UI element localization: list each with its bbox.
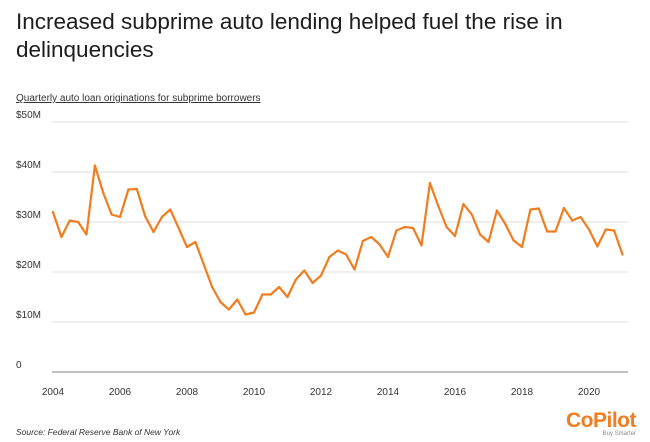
data-point — [202, 263, 205, 266]
data-point — [177, 226, 180, 230]
y-tick-label: $10M — [16, 310, 41, 321]
series-line — [51, 164, 624, 316]
data-point — [77, 220, 80, 224]
data-point — [244, 313, 247, 316]
x-tick-label: 2014 — [377, 387, 400, 398]
data-point — [554, 230, 557, 233]
y-tick-label: $40M — [16, 160, 41, 171]
data-point — [286, 295, 289, 299]
chart-title: Increased subprime auto lending helped f… — [16, 9, 563, 62]
data-point — [93, 164, 96, 167]
data-point — [160, 215, 163, 219]
data-point — [51, 210, 55, 214]
data-point — [395, 229, 398, 232]
data-point — [127, 188, 130, 191]
y-axis-ticks: 0 $10M $20M $30M $40M $50M — [16, 110, 41, 371]
x-tick-label: 2004 — [42, 387, 65, 398]
data-point — [462, 202, 465, 206]
data-point — [152, 230, 155, 234]
x-tick-label: 2006 — [109, 387, 132, 398]
data-point — [303, 269, 306, 272]
data-point — [294, 278, 297, 281]
data-point — [579, 215, 582, 219]
data-point — [311, 281, 314, 285]
data-point — [596, 245, 599, 248]
data-point — [604, 228, 607, 231]
data-point — [252, 311, 256, 314]
data-point — [185, 245, 189, 249]
data-point — [420, 244, 423, 247]
y-tick-label: $20M — [16, 260, 41, 271]
data-point — [102, 191, 105, 195]
data-point — [236, 298, 239, 301]
data-point — [571, 219, 574, 222]
data-point — [437, 204, 440, 208]
data-point — [378, 243, 381, 246]
data-point — [336, 249, 339, 252]
x-tick-label: 2010 — [243, 387, 266, 398]
data-point — [537, 207, 540, 210]
data-point — [621, 253, 624, 256]
data-point — [403, 225, 406, 229]
data-point — [361, 239, 364, 243]
copilot-logo: CoPilot Buy Smarter — [566, 409, 637, 438]
data-point — [211, 285, 214, 289]
data-point — [587, 228, 591, 231]
chart-subtitle: Quarterly auto loan originations for sub… — [16, 93, 261, 104]
logo-wordmark: CoPilot — [566, 409, 637, 432]
data-point — [487, 240, 490, 244]
data-point — [269, 293, 272, 296]
data-point — [68, 219, 71, 222]
data-point — [504, 222, 507, 226]
data-point — [529, 208, 532, 211]
x-tick-label: 2018 — [511, 387, 534, 398]
data-point — [428, 181, 431, 185]
x-tick-label: 2020 — [578, 387, 601, 398]
data-point — [169, 208, 172, 211]
data-point — [495, 209, 498, 212]
data-point — [219, 300, 222, 304]
data-point — [386, 255, 390, 259]
x-tick-label: 2008 — [176, 387, 199, 398]
data-point — [135, 187, 138, 191]
x-tick-label: 2012 — [310, 387, 333, 398]
logo-tagline: Buy Smarter — [602, 431, 636, 437]
grid-lines — [52, 121, 628, 373]
data-point — [479, 233, 482, 236]
data-point — [261, 293, 264, 296]
data-point — [562, 206, 565, 210]
data-point — [412, 226, 415, 230]
x-tick-label: 2016 — [444, 387, 467, 398]
data-point — [512, 239, 515, 242]
data-point — [353, 268, 356, 271]
data-point — [345, 253, 348, 256]
data-point — [445, 225, 448, 229]
data-point — [319, 274, 323, 277]
x-axis-ticks: 2004 2006 2008 2010 2012 2014 2016 2018 2020 — [42, 387, 601, 398]
data-point — [470, 213, 473, 216]
data-point — [85, 233, 88, 236]
data-point — [110, 213, 113, 216]
source-note: Source: Federal Reserve Bank of New York — [16, 427, 181, 437]
series-layer — [51, 164, 624, 316]
data-point — [60, 235, 63, 239]
data-point — [370, 235, 373, 239]
y-tick-label: 0 — [16, 360, 22, 371]
data-point — [546, 230, 549, 233]
y-tick-label: $30M — [16, 210, 41, 221]
data-point — [453, 234, 457, 238]
data-point — [144, 214, 147, 218]
data-point — [227, 308, 230, 311]
y-tick-label: $50M — [16, 110, 41, 121]
data-point — [194, 240, 197, 244]
data-point — [278, 285, 281, 289]
data-point — [118, 215, 122, 219]
data-point — [520, 245, 524, 249]
data-point — [613, 229, 616, 232]
data-point — [328, 255, 331, 259]
